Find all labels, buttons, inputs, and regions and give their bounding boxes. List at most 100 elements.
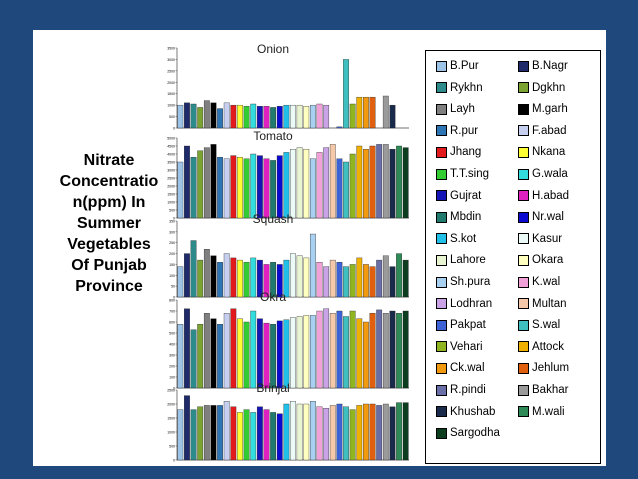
y-tick-label: 3000	[167, 169, 175, 173]
bar	[217, 405, 223, 461]
y-tick-label: 150	[169, 263, 175, 267]
bar	[349, 310, 356, 389]
y-tick-label: 0	[173, 296, 175, 300]
legend-swatch	[436, 125, 447, 137]
legend-swatch	[518, 125, 529, 137]
y-tick-label: 600	[169, 321, 175, 325]
legend-label: R.pur	[450, 124, 479, 137]
bar	[177, 104, 184, 129]
bar	[309, 315, 316, 389]
side-title: Nitrate Concentratio n(ppm) In Summer Ve…	[59, 152, 159, 295]
legend-item: Lodhran	[436, 298, 492, 310]
legend-swatch	[436, 384, 447, 396]
legend-label: Dgkhn	[532, 81, 566, 94]
y-tick-label: 4000	[167, 153, 175, 157]
bar	[396, 145, 402, 219]
bar	[290, 253, 296, 298]
bar	[197, 259, 204, 298]
y-tick-label: 2000	[167, 81, 175, 85]
bar	[369, 96, 376, 129]
bar	[303, 315, 310, 389]
bar	[402, 259, 409, 298]
bar	[243, 106, 250, 129]
bar	[223, 158, 230, 219]
legend-item: T.T.sing	[436, 168, 489, 180]
bar	[190, 103, 197, 129]
bar	[382, 313, 389, 389]
bar	[316, 152, 323, 219]
legend-item: H.abad	[518, 190, 569, 202]
bar	[356, 405, 363, 461]
bar	[217, 157, 223, 219]
legend-item: Nr.wal	[518, 211, 564, 223]
legend-item: Sh.pura	[436, 276, 490, 288]
legend-swatch	[436, 168, 447, 180]
bar	[290, 149, 296, 219]
legend-item: Jhang	[436, 146, 481, 158]
legend-label: Sh.pura	[450, 276, 491, 288]
bar	[389, 310, 396, 389]
legend-label: Multan	[532, 297, 567, 310]
legend-swatch	[518, 341, 529, 353]
bar	[197, 406, 204, 461]
bar	[263, 158, 270, 219]
y-tick-label: 500	[169, 332, 175, 336]
bar	[349, 153, 356, 219]
y-tick-label: 3500	[167, 161, 175, 165]
legend-label: Layh	[450, 103, 475, 116]
bar	[203, 249, 210, 298]
bar	[402, 310, 409, 389]
bar	[237, 412, 243, 461]
legend-swatch	[436, 233, 447, 245]
bar	[402, 402, 409, 461]
bar	[363, 149, 369, 219]
legend: B.Pur B.Nagr Rykhn Dgkhn Layh M.garh R.pur F.ab…	[425, 50, 601, 464]
bar	[210, 255, 217, 298]
bar	[343, 266, 349, 298]
bar	[376, 309, 383, 389]
bar	[184, 102, 190, 129]
bar	[316, 406, 323, 461]
legend-item: B.Nagr	[518, 60, 568, 72]
bar	[243, 262, 250, 298]
y-tick-label: 300	[169, 354, 175, 358]
bar	[296, 147, 303, 219]
legend-swatch	[436, 362, 447, 374]
legend-item: Layh	[436, 103, 475, 115]
bar	[184, 253, 190, 298]
legend-label: Khushab	[450, 405, 496, 418]
bar	[323, 308, 330, 389]
legend-item: Vehari	[436, 341, 483, 353]
bar	[177, 161, 184, 219]
bar	[217, 262, 223, 298]
bar	[316, 262, 323, 298]
bar	[276, 155, 283, 219]
bar	[263, 264, 270, 298]
bar	[270, 324, 277, 389]
bar	[356, 96, 363, 129]
bar	[336, 310, 343, 389]
bar	[369, 145, 376, 219]
legend-label: S.wal	[532, 319, 561, 332]
bar	[263, 409, 270, 461]
chart-title: Onion	[257, 42, 289, 56]
y-tick-label: 500	[169, 115, 175, 119]
bar	[210, 318, 217, 389]
bar	[217, 324, 223, 389]
bar	[283, 403, 290, 461]
y-tick-label: 100	[169, 274, 175, 278]
bar	[237, 157, 243, 219]
legend-swatch	[518, 406, 529, 418]
legend-swatch	[436, 406, 447, 418]
legend-swatch	[518, 103, 529, 115]
legend-label: B.Nagr	[532, 60, 568, 72]
bar	[270, 107, 277, 129]
legend-label: G.wala	[532, 168, 568, 180]
legend-item: Gujrat	[436, 190, 481, 202]
bar	[309, 233, 316, 298]
bar	[276, 413, 283, 461]
chart-onion: 3500 3000 2500 2000 1500 1000 500 0 Onion	[167, 42, 409, 131]
bar	[203, 405, 210, 461]
y-tick-label: 2000	[167, 185, 175, 189]
legend-item: Pakpat	[436, 319, 486, 331]
